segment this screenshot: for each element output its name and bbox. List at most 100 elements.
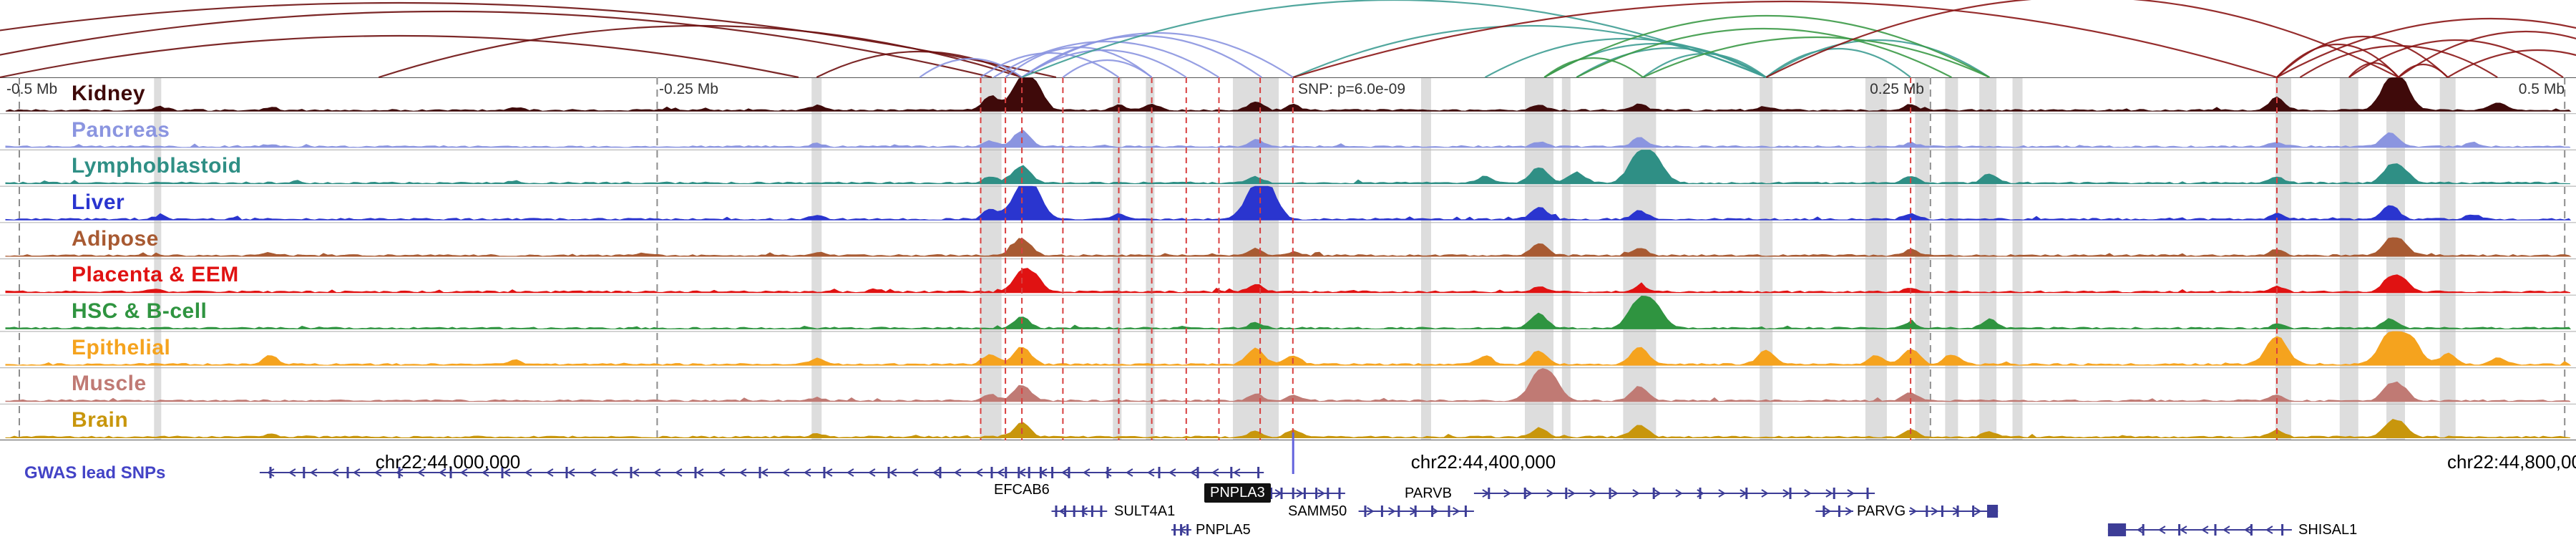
coordinate-label-44400000: chr22:44,400,000 xyxy=(1410,451,1556,473)
strand-arrow xyxy=(288,468,296,477)
interaction-arc xyxy=(1543,15,1990,78)
interaction-arc xyxy=(980,52,1120,78)
interaction-arc xyxy=(1765,39,1990,78)
strand-arrow xyxy=(1367,507,1375,516)
track-label-muscle: Muscle xyxy=(72,372,147,395)
strand-arrow xyxy=(2244,526,2252,534)
strand-arrow xyxy=(1845,507,1853,516)
strand-arrow xyxy=(889,468,897,477)
strand-arrow xyxy=(1782,489,1790,498)
track-label-brain: Brain xyxy=(72,408,129,432)
strand-arrow xyxy=(1525,489,1533,498)
strand-arrow xyxy=(525,468,532,477)
strand-arrow xyxy=(1568,489,1576,498)
signal-track xyxy=(5,331,2572,366)
strand-arrow xyxy=(1909,507,1918,516)
strand-arrow xyxy=(2201,526,2209,534)
strand-arrow xyxy=(1126,468,1133,477)
strand-arrow xyxy=(718,468,726,477)
strand-arrow xyxy=(1804,489,1812,498)
strand-arrow xyxy=(782,468,790,477)
strand-arrow xyxy=(2265,526,2273,534)
strand-arrow xyxy=(2158,526,2166,534)
strand-arrow xyxy=(761,468,769,477)
interaction-arc xyxy=(0,10,992,78)
interaction-arc xyxy=(816,50,1023,78)
ruler-label-plus-0-5mb: 0.5 Mb xyxy=(2518,81,2565,97)
signal-track xyxy=(5,150,2571,185)
interaction-arc xyxy=(2447,49,2576,78)
strand-arrow xyxy=(1718,489,1726,498)
interaction-arc xyxy=(2299,44,2498,78)
signal-track xyxy=(5,130,2571,148)
strand-arrow xyxy=(1296,489,1304,498)
signal-track xyxy=(5,185,2572,221)
signal-track xyxy=(5,237,2572,257)
strand-arrow xyxy=(1317,489,1325,498)
strand-arrow xyxy=(1083,468,1091,477)
interaction-arc xyxy=(1021,49,1187,78)
signal-tracks-panel xyxy=(0,77,2576,440)
track-label-hsc-bcell: HSC & B-cell xyxy=(72,299,208,323)
gene-label-efcab6: EFCAB6 xyxy=(994,482,1050,498)
gene-label-parvb: PARVB xyxy=(1405,485,1452,501)
strand-arrow xyxy=(975,468,983,477)
strand-arrow xyxy=(1104,468,1112,477)
strand-arrow xyxy=(911,468,919,477)
interaction-arc xyxy=(2348,39,2564,78)
strand-arrow xyxy=(868,468,876,477)
strand-arrow xyxy=(1453,507,1460,516)
interaction-arc xyxy=(2348,62,2399,78)
strand-arrow xyxy=(997,468,1005,477)
strand-arrow xyxy=(1675,489,1683,498)
strand-arrow xyxy=(482,468,489,477)
gene-label-pnpla3: PNPLA3 xyxy=(1204,483,1271,503)
interaction-arc xyxy=(1292,0,2278,78)
strand-arrow xyxy=(439,468,447,477)
ruler-label-minus-0-5mb: -0.5 Mb xyxy=(6,81,58,97)
strand-arrow xyxy=(804,468,811,477)
signal-track xyxy=(5,295,2572,329)
strand-arrow xyxy=(2223,526,2230,534)
strand-arrow xyxy=(696,468,704,477)
track-label-adipose: Adipose xyxy=(72,227,159,251)
interaction-arc xyxy=(1543,57,1644,78)
strand-arrow xyxy=(1847,489,1855,498)
strand-arrow xyxy=(374,468,382,477)
gene-track-panel xyxy=(259,432,2292,536)
interaction-arc xyxy=(1021,0,1767,78)
gene-label-pnpla5: PNPLA5 xyxy=(1196,522,1251,537)
strand-arrow xyxy=(675,468,683,477)
interaction-arc xyxy=(0,34,799,78)
strand-arrow xyxy=(954,468,962,477)
ruler-label-snp-pvalue: SNP: p=6.0e-09 xyxy=(1298,81,1406,97)
strand-arrow xyxy=(1169,468,1176,477)
strand-arrow xyxy=(932,468,940,477)
interaction-arc xyxy=(1765,47,1911,78)
strand-arrow xyxy=(567,468,575,477)
strand-arrow xyxy=(1503,489,1511,498)
strand-arrow xyxy=(739,468,747,477)
track-label-pancreas: Pancreas xyxy=(72,118,170,142)
gene-label-parvg: PARVG xyxy=(1853,503,1910,520)
exon-block xyxy=(2107,523,2127,536)
strand-arrow xyxy=(1974,507,1982,516)
strand-arrow xyxy=(331,468,339,477)
strand-arrow xyxy=(267,468,275,477)
coordinate-label-44800000: chr22:44,800,000 xyxy=(2447,451,2576,473)
interaction-arc xyxy=(1484,38,1767,78)
strand-arrow xyxy=(310,468,318,477)
gwas-lead-snps-label: GWAS lead SNPs xyxy=(24,463,166,483)
interaction-arc xyxy=(0,1,1057,78)
strand-arrow xyxy=(1058,507,1067,516)
interaction-arc xyxy=(2276,44,2399,78)
strand-arrow xyxy=(546,468,554,477)
strand-arrow xyxy=(1825,489,1833,498)
strand-arrow xyxy=(1179,526,1186,534)
strand-arrow xyxy=(1654,489,1662,498)
strand-arrow xyxy=(1589,489,1597,498)
gene-label-sult4a1: SULT4A1 xyxy=(1114,503,1176,519)
interaction-arc xyxy=(2276,35,2449,78)
interaction-arc xyxy=(1576,47,1767,78)
interaction-arc xyxy=(993,41,1220,78)
